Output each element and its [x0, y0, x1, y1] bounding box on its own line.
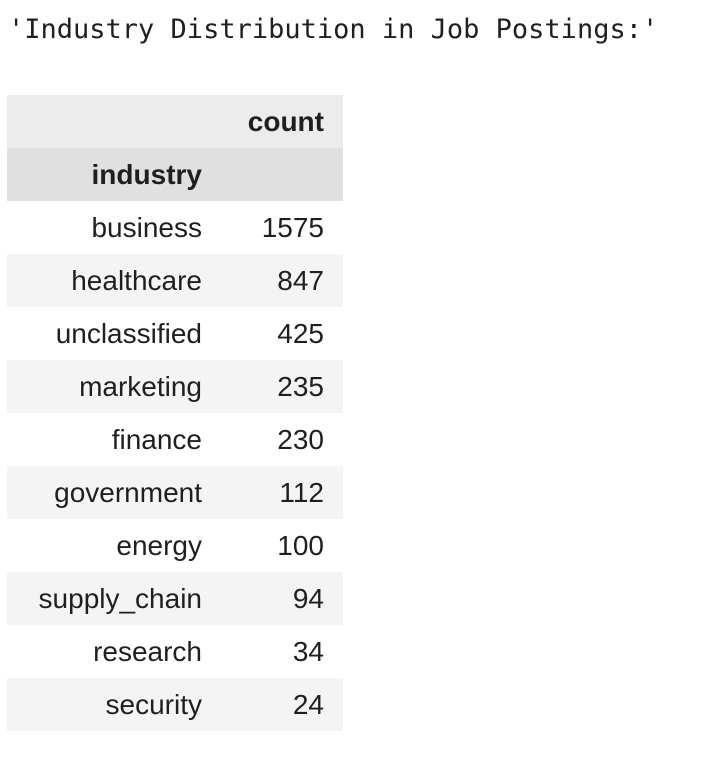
- table-row: research 34: [7, 625, 343, 678]
- blank-header-cell: [7, 95, 221, 148]
- table-row: marketing 235: [7, 360, 343, 413]
- index-header-row: industry: [7, 148, 343, 201]
- row-label: unclassified: [7, 307, 221, 360]
- row-count: 100: [221, 519, 343, 572]
- table-body: business 1575 healthcare 847 unclassified 425…: [7, 201, 343, 731]
- row-label: government: [7, 466, 221, 519]
- row-label: energy: [7, 519, 221, 572]
- row-count: 34: [221, 625, 343, 678]
- row-count: 24: [221, 678, 343, 731]
- row-count: 1575: [221, 201, 343, 254]
- row-count: 235: [221, 360, 343, 413]
- table-row: supply_chain 94: [7, 572, 343, 625]
- row-label: healthcare: [7, 254, 221, 307]
- row-label: supply_chain: [7, 572, 221, 625]
- row-label: research: [7, 625, 221, 678]
- row-label: security: [7, 678, 221, 731]
- table-row: finance 230: [7, 413, 343, 466]
- count-column-header: count: [221, 95, 343, 148]
- blank-header-cell: [221, 148, 343, 201]
- row-label: business: [7, 201, 221, 254]
- table-row: government 112: [7, 466, 343, 519]
- row-label: marketing: [7, 360, 221, 413]
- row-count: 230: [221, 413, 343, 466]
- row-count: 425: [221, 307, 343, 360]
- output-text: 'Industry Distribution in Job Postings:': [8, 14, 659, 45]
- table-row: security 24: [7, 678, 343, 731]
- table-row: unclassified 425: [7, 307, 343, 360]
- row-count: 112: [221, 466, 343, 519]
- index-name-header: industry: [7, 148, 221, 201]
- table-row: healthcare 847: [7, 254, 343, 307]
- row-label: finance: [7, 413, 221, 466]
- table-header: count industry: [7, 95, 343, 201]
- row-count: 94: [221, 572, 343, 625]
- row-count: 847: [221, 254, 343, 307]
- dataframe-table: count industry business 1575 healthcare 847…: [7, 95, 343, 731]
- column-header-row: count: [7, 95, 343, 148]
- table-row: energy 100: [7, 519, 343, 572]
- table-row: business 1575: [7, 201, 343, 254]
